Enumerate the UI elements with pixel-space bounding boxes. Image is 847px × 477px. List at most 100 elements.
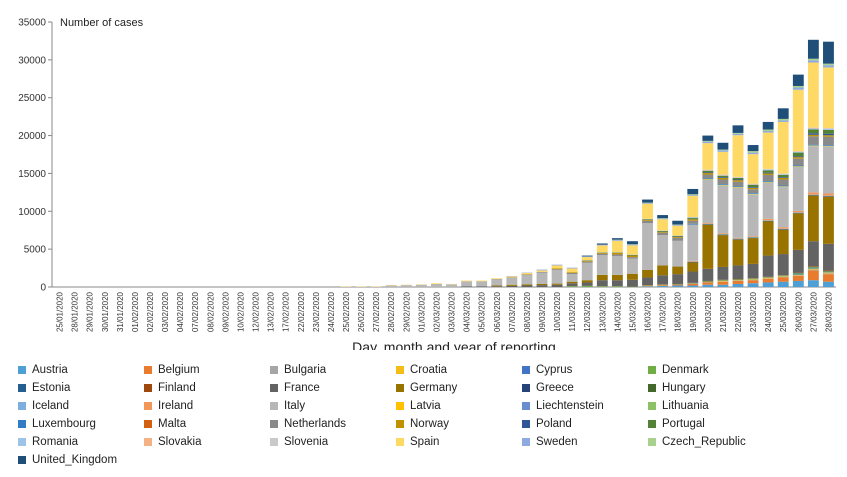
x-tick-label: 14/03/2020 <box>613 291 622 332</box>
legend-item: Iceland <box>18 398 69 414</box>
legend-swatch <box>396 420 404 428</box>
bar-segment <box>581 261 593 263</box>
bar-segment <box>642 277 653 286</box>
legend-item: Poland <box>522 416 572 432</box>
bar-segment <box>596 244 608 246</box>
legend-label: Cyprus <box>536 364 573 376</box>
bar-segment <box>521 284 533 286</box>
bar-segment <box>702 224 714 269</box>
x-tick-label: 30/01/2020 <box>101 291 110 332</box>
bar-segment <box>807 134 819 137</box>
bar-segment <box>747 278 759 280</box>
bar-segment <box>702 173 714 175</box>
bar-segment <box>777 108 789 119</box>
legend-label: France <box>284 382 320 394</box>
legend-item: Norway <box>396 416 449 432</box>
x-tick-label: 17/03/2020 <box>659 291 668 332</box>
bar-segment <box>446 284 457 287</box>
bar-segment <box>581 280 593 283</box>
y-tick-label: 5000 <box>24 245 47 256</box>
bar-segment <box>400 285 412 287</box>
bar-segment <box>566 267 578 269</box>
bar-segment <box>642 223 653 270</box>
bar-segment <box>732 237 744 239</box>
bar-segment <box>762 221 774 256</box>
bar-segment <box>702 284 714 287</box>
bar-segment <box>596 253 608 256</box>
legend-swatch <box>144 384 152 392</box>
legend-item: Belgium <box>144 362 200 378</box>
legend-label: Finland <box>158 382 196 394</box>
bar-segment <box>536 271 548 273</box>
legend-label: Belgium <box>158 364 200 376</box>
x-tick-label: 23/03/2020 <box>749 291 758 332</box>
x-tick-label: 15/03/2020 <box>628 291 637 332</box>
bar-segment <box>687 271 699 283</box>
legend-item: Portugal <box>648 416 705 432</box>
x-tick-label: 16/03/2020 <box>644 291 653 332</box>
legend-swatch <box>18 366 26 374</box>
bar-segment <box>792 249 804 273</box>
legend-item: France <box>270 380 320 396</box>
bar-segment <box>747 236 759 238</box>
bar-segment <box>642 269 653 278</box>
bar-segment <box>792 157 804 159</box>
bar-segment <box>611 280 623 287</box>
bar-segment <box>792 156 804 158</box>
legend-label: Italy <box>284 400 306 412</box>
bar-segment <box>792 275 804 281</box>
x-tick-label: 22/02/2020 <box>297 291 306 332</box>
bar-segment <box>732 135 744 177</box>
legend-swatch <box>270 366 278 374</box>
bar-segment <box>823 128 834 130</box>
bar-segment <box>747 193 759 194</box>
bar-segment <box>823 41 834 64</box>
bar-segment <box>627 279 638 287</box>
bar-segment <box>687 194 699 196</box>
bar-segment <box>762 278 774 283</box>
bar-segment <box>657 285 669 287</box>
bar-segment <box>792 151 804 153</box>
bar-segment <box>521 275 533 285</box>
bar-segment <box>581 257 593 261</box>
bar-segment <box>657 215 669 219</box>
bar-segment <box>687 195 699 196</box>
bar-segment <box>823 67 834 128</box>
bar-segment <box>672 235 684 237</box>
legend-swatch <box>648 420 656 428</box>
bar-segment <box>536 272 548 284</box>
x-tick-label: 29/02/2020 <box>402 291 411 332</box>
bar-segment <box>657 275 669 285</box>
legend-label: Lithuania <box>662 400 709 412</box>
bar-segment <box>521 274 533 276</box>
bar-segment <box>732 133 744 136</box>
legend-swatch <box>18 402 26 410</box>
y-tick-label: 30000 <box>18 55 46 66</box>
bar-segment <box>823 145 834 146</box>
bar-segment <box>642 199 653 203</box>
x-tick-label: 08/02/2020 <box>206 291 215 332</box>
legend-swatch <box>648 438 656 446</box>
legend-label: Netherlands <box>284 418 347 430</box>
bar-segment <box>702 172 714 174</box>
bar-segment <box>551 264 563 266</box>
x-tick-label: 04/03/2020 <box>463 291 472 332</box>
x-tick-label: 08/03/2020 <box>523 291 532 332</box>
legend-swatch <box>270 420 278 428</box>
bar-segment <box>521 285 533 287</box>
x-tick-label: 24/02/2020 <box>327 291 336 332</box>
legend-label: Liechtenstein <box>536 400 604 412</box>
bar-segment <box>807 128 819 130</box>
bar-segment <box>687 188 699 195</box>
bar-segment <box>672 224 684 226</box>
x-tick-label: 26/02/2020 <box>357 291 366 332</box>
bar-segment <box>581 256 593 258</box>
legend-item: Slovakia <box>144 434 201 450</box>
bar-segment <box>792 213 804 250</box>
bar-segment <box>807 39 819 59</box>
bar-segment <box>581 282 593 286</box>
legend-label: Estonia <box>32 382 71 394</box>
bar-segment <box>747 145 759 152</box>
bar-segment <box>566 281 578 284</box>
x-tick-label: 13/02/2020 <box>267 291 276 332</box>
